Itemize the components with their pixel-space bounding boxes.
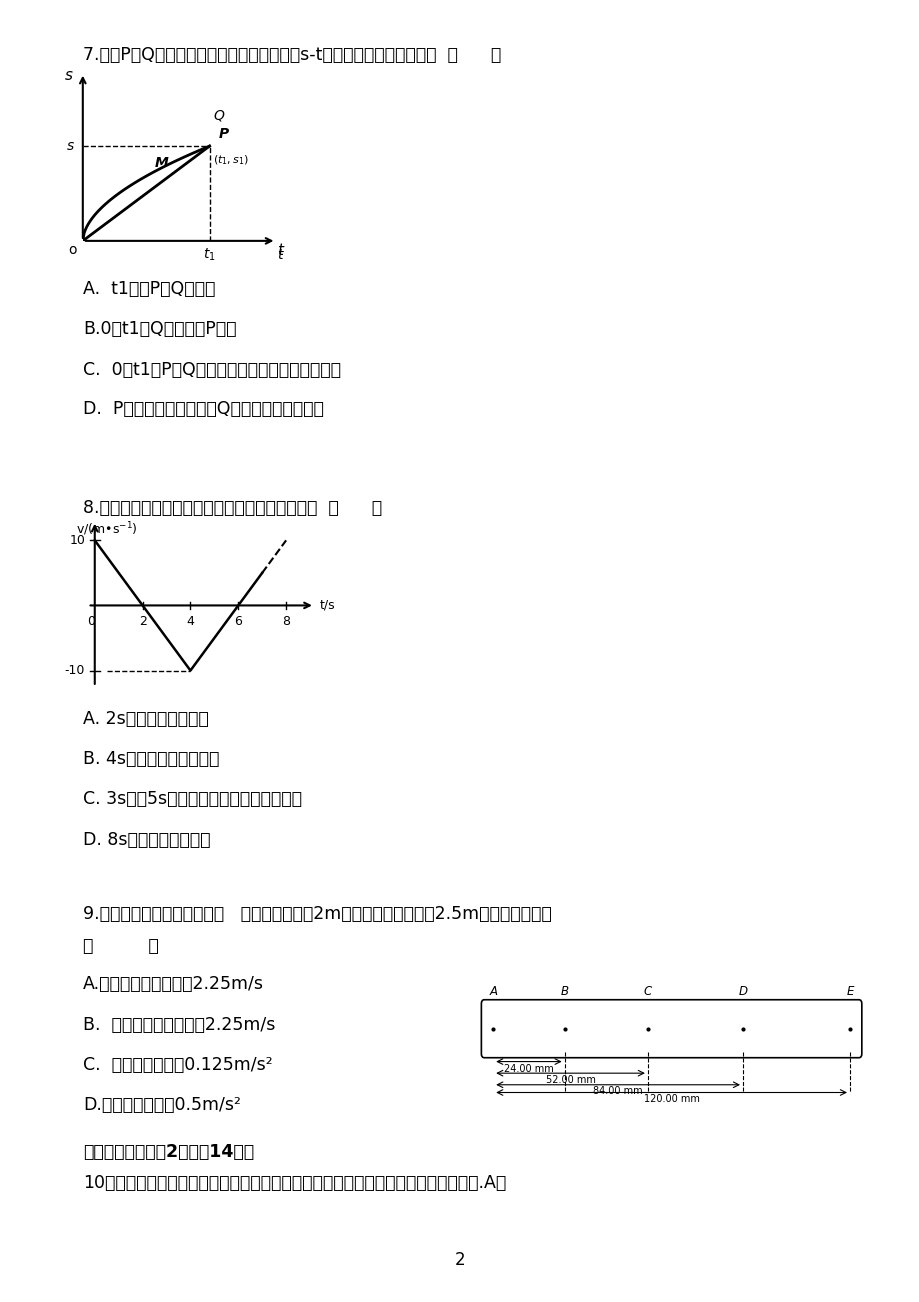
Text: D.  P做匀变速直线运动，Q做非匀变速直线运动: D. P做匀变速直线运动，Q做非匀变速直线运动 (83, 400, 323, 418)
Text: v/(m•s$^{-1}$): v/(m•s$^{-1}$) (75, 521, 137, 539)
Text: 8: 8 (282, 616, 289, 628)
Text: M: M (154, 156, 168, 171)
Text: B.  第三秒末即时速度是2.25m/s: B. 第三秒末即时速度是2.25m/s (83, 1016, 275, 1034)
Text: B: B (560, 984, 568, 997)
Text: o: o (68, 243, 76, 256)
Text: s: s (67, 139, 74, 154)
Text: 7.图为P、Q两物体沿同一直线作直线运动的s-t图，下列说法中正确的有  （      ）: 7.图为P、Q两物体沿同一直线作直线运动的s-t图，下列说法中正确的有 （ ） (83, 46, 501, 64)
Text: B.0～t1，Q的路程比P的大: B.0～t1，Q的路程比P的大 (83, 320, 236, 339)
Text: 8.如图为一物体沿直线运动的速度图象，由此可知  （      ）: 8.如图为一物体沿直线运动的速度图象，由此可知 （ ） (83, 499, 381, 517)
FancyBboxPatch shape (481, 1000, 861, 1057)
Text: D.质点的加速度是0.5m/s²: D.质点的加速度是0.5m/s² (83, 1096, 241, 1115)
Text: （          ）: （ ） (83, 937, 158, 956)
Text: -10: -10 (64, 664, 85, 677)
Text: A. 2s末物体返回出发点: A. 2s末物体返回出发点 (83, 710, 209, 728)
Text: 2: 2 (454, 1251, 465, 1269)
Text: D: D (738, 984, 746, 997)
Text: Q: Q (213, 108, 223, 122)
Text: E: E (845, 984, 853, 997)
Text: 120.00 mm: 120.00 mm (643, 1094, 698, 1104)
Text: t/s: t/s (319, 599, 335, 612)
Text: P: P (218, 126, 228, 141)
Text: A.这两秒内平均速度是2.25m/s: A.这两秒内平均速度是2.25m/s (83, 975, 264, 993)
Text: $t_1$: $t_1$ (203, 246, 216, 263)
Text: C. 3s末与5s的加速度大小相等，方向相反: C. 3s末与5s的加速度大小相等，方向相反 (83, 790, 301, 809)
Text: $(t_1,s_1)$: $(t_1,s_1)$ (213, 154, 249, 168)
Text: 6: 6 (234, 616, 242, 628)
Text: C: C (643, 984, 652, 997)
Text: 10: 10 (69, 534, 85, 547)
Text: s: s (64, 68, 73, 83)
Text: 9.一质点做匀加速直线运动，   第三秒内的位移2m，第四秒内的位移是2.5m，那么可以知道: 9.一质点做匀加速直线运动， 第三秒内的位移2m，第四秒内的位移是2.5m，那么… (83, 905, 551, 923)
Text: D. 8s内物体的位移为零: D. 8s内物体的位移为零 (83, 831, 210, 849)
Text: 2: 2 (139, 616, 146, 628)
Text: C.  质点的加速度是0.125m/s²: C. 质点的加速度是0.125m/s² (83, 1056, 272, 1074)
Text: A: A (489, 984, 497, 997)
Text: 52.00 mm: 52.00 mm (545, 1075, 595, 1085)
Text: A.  t1前，P在Q的前面: A. t1前，P在Q的前面 (83, 280, 215, 298)
Text: 三、实验题（每空2分，共14分）: 三、实验题（每空2分，共14分） (83, 1143, 254, 1161)
Text: 10、图是用小车拖动纸带用电磁打点计时器测定匀变速运动的加速度打出的一条纸带.A、: 10、图是用小车拖动纸带用电磁打点计时器测定匀变速运动的加速度打出的一条纸带.A… (83, 1174, 505, 1193)
Text: B. 4s末物体运动方向改变: B. 4s末物体运动方向改变 (83, 750, 219, 768)
Text: 84.00 mm: 84.00 mm (593, 1086, 642, 1095)
Text: t: t (277, 242, 283, 258)
Text: 4: 4 (187, 616, 194, 628)
Text: 0: 0 (86, 616, 95, 628)
Text: 24.00 mm: 24.00 mm (504, 1064, 553, 1074)
Text: t: t (277, 247, 282, 262)
Text: C.  0～t1，P、Q的平均速度大小相等，方向相同: C. 0～t1，P、Q的平均速度大小相等，方向相同 (83, 361, 340, 379)
